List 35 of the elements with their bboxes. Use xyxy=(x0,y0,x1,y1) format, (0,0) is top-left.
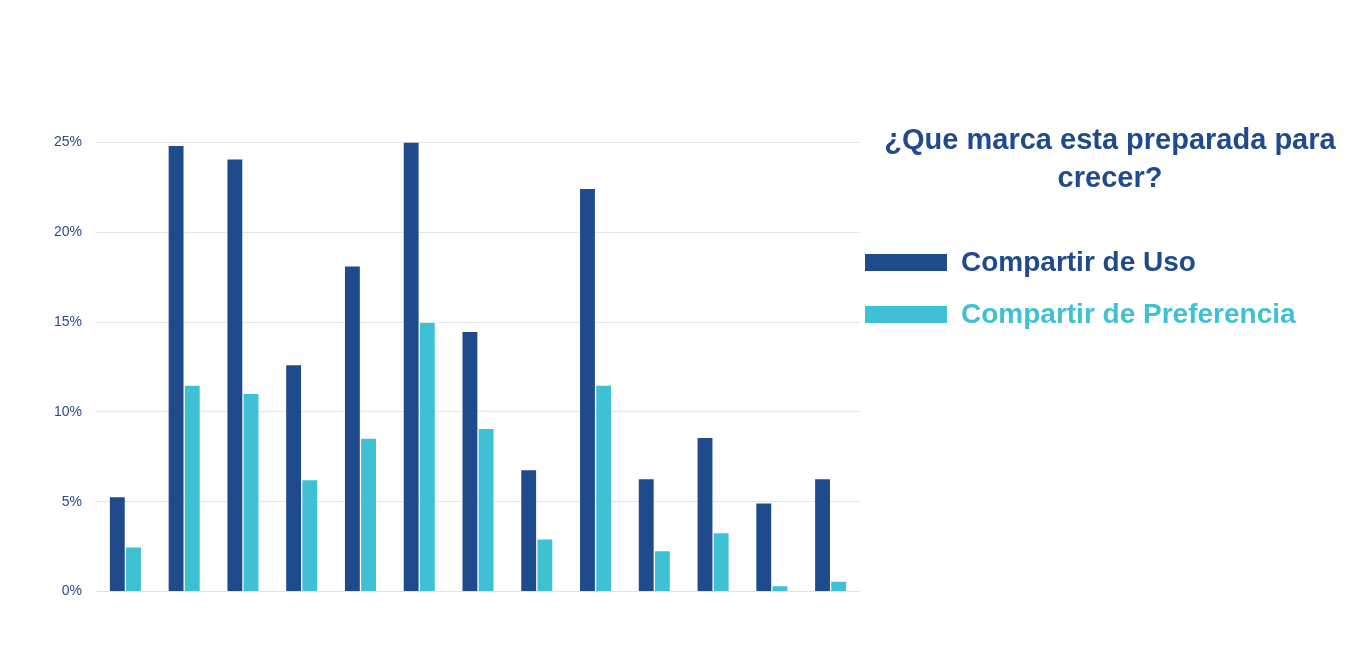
bar xyxy=(521,470,537,592)
text: ¿Que marca esta preparada para crecer? xyxy=(883,122,1337,195)
bar xyxy=(654,551,670,592)
bar xyxy=(243,393,259,592)
bar xyxy=(713,533,729,592)
bar xyxy=(168,145,184,592)
bar xyxy=(403,142,419,592)
bar xyxy=(478,428,494,592)
legend-label: Compartir de Preferencia xyxy=(961,298,1296,330)
bar xyxy=(126,547,141,592)
y-tick-label: 25% xyxy=(53,133,83,150)
bar xyxy=(302,480,318,592)
bar xyxy=(580,189,595,592)
bar xyxy=(109,497,125,592)
y-tick-label: 20% xyxy=(53,223,83,240)
y-tick-label: 10% xyxy=(53,402,83,419)
bar xyxy=(537,539,553,592)
bar xyxy=(462,331,478,592)
bar xyxy=(184,385,200,592)
bar xyxy=(419,322,435,592)
bar xyxy=(815,479,830,592)
bar xyxy=(772,586,788,592)
bar xyxy=(286,365,302,592)
y-tick-label: 0% xyxy=(61,582,83,599)
bar xyxy=(227,159,243,592)
bar xyxy=(756,503,772,592)
legend-label: Compartir de Uso xyxy=(961,246,1196,278)
bar xyxy=(697,437,713,592)
bar xyxy=(361,438,376,592)
y-tick-label: 5% xyxy=(61,492,83,509)
bar xyxy=(638,479,654,592)
bar xyxy=(344,266,360,592)
bar xyxy=(831,581,847,592)
y-tick-label: 15% xyxy=(53,312,83,329)
bar xyxy=(596,385,612,592)
